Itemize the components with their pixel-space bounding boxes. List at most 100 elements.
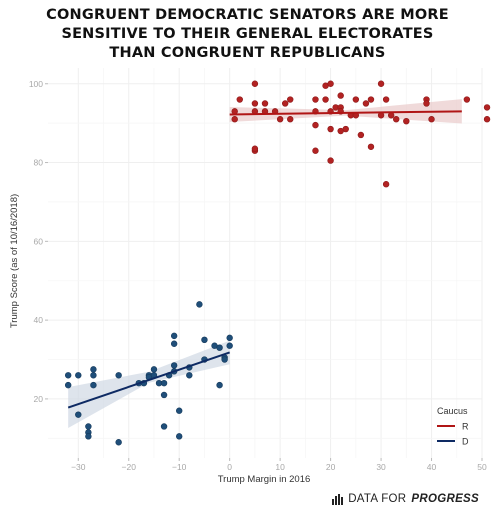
- data-point-r: [367, 96, 375, 103]
- x-tick-label: 20: [326, 462, 336, 472]
- x-tick-label: −30: [71, 462, 86, 472]
- data-point-r: [382, 96, 390, 103]
- x-axis-ticks: −30 −20 −10 0 10 20 30 40 50: [71, 458, 487, 472]
- data-point-d: [115, 372, 122, 379]
- data-point-d: [176, 433, 183, 440]
- data-point-r: [312, 96, 319, 103]
- y-tick-label: 100: [29, 79, 43, 89]
- x-axis-title: Trump Margin in 2016: [218, 474, 311, 485]
- data-point-r: [276, 116, 284, 123]
- grid-lines: [48, 68, 483, 458]
- data-point-d: [170, 332, 178, 340]
- y-tick-label: 40: [34, 315, 44, 325]
- data-point-r: [327, 80, 334, 87]
- legend-label-d: D: [462, 437, 469, 447]
- data-point-r: [261, 100, 269, 107]
- data-point-r: [327, 125, 334, 133]
- footer-prefix: DATA FOR: [348, 493, 407, 505]
- data-point-d: [75, 411, 82, 418]
- x-tick-label: 30: [376, 462, 386, 472]
- data-point-r: [428, 116, 435, 123]
- title-line-2: SENSITIVE TO THEIR GENERAL ELECTORATES: [61, 26, 434, 42]
- data-point-r: [423, 100, 430, 107]
- data-point-r: [362, 100, 370, 107]
- data-point-r: [231, 116, 238, 123]
- x-tick-label: −20: [122, 462, 137, 472]
- data-point-r: [352, 96, 360, 103]
- fit-line-d: [67, 351, 230, 409]
- data-point-r: [382, 181, 390, 188]
- y-tick-label: 80: [34, 158, 44, 168]
- x-tick-label: −10: [172, 462, 187, 472]
- bar-chart-logo-icon: [332, 493, 344, 505]
- data-point-d: [85, 433, 92, 440]
- data-point-r: [483, 104, 491, 111]
- data-point-d: [115, 439, 122, 446]
- confidence-band-d: [68, 340, 230, 429]
- y-axis-ticks: 20 40 60 80 100: [29, 79, 48, 404]
- fit-lines: [67, 110, 462, 409]
- data-point-d: [90, 381, 97, 389]
- x-tick-label: 50: [477, 462, 487, 472]
- data-point-r: [312, 121, 319, 129]
- data-point-d: [226, 334, 233, 342]
- data-point-d: [90, 366, 97, 373]
- data-point-d: [196, 301, 203, 308]
- data-point-r: [403, 117, 410, 125]
- data-point-r: [337, 92, 344, 99]
- footer-logo: DATA FOR PROGRESS: [332, 493, 479, 505]
- data-point-d: [176, 407, 183, 414]
- data-point-d: [170, 362, 178, 369]
- data-point-d: [226, 342, 233, 349]
- data-point-d: [170, 340, 178, 347]
- data-point-r: [251, 80, 259, 87]
- data-point-d: [160, 423, 168, 430]
- data-point-r: [342, 125, 349, 133]
- fit-line-r: [229, 110, 462, 116]
- data-point-r: [312, 147, 319, 154]
- data-point-d: [64, 372, 72, 379]
- x-tick-label: 10: [275, 462, 285, 472]
- y-tick-label: 20: [34, 394, 44, 404]
- y-tick-label: 60: [34, 236, 44, 246]
- data-point-r: [251, 100, 259, 107]
- data-point-r: [251, 145, 259, 152]
- data-point-d: [216, 344, 223, 351]
- data-point-r: [377, 80, 385, 87]
- data-point-d: [90, 372, 97, 379]
- data-point-d: [201, 336, 208, 344]
- data-point-r: [483, 116, 491, 123]
- data-point-r: [327, 157, 334, 164]
- data-point-r: [393, 116, 400, 123]
- data-point-r: [367, 143, 375, 150]
- confidence-bands: [68, 99, 462, 429]
- data-point-d: [216, 381, 223, 389]
- chart-title: CONGRUENT DEMOCRATIC SENATORS ARE MORE S…: [0, 6, 495, 63]
- data-point-r: [281, 100, 289, 107]
- data-point-d: [186, 372, 193, 379]
- data-point-r: [231, 108, 238, 115]
- data-point-r: [357, 131, 365, 139]
- x-tick-label: 0: [227, 462, 232, 472]
- data-point-r: [236, 96, 243, 103]
- data-point-r: [287, 116, 294, 123]
- legend: Caucus R D: [437, 406, 469, 447]
- data-point-d: [150, 366, 158, 373]
- data-point-d: [85, 423, 92, 430]
- data-point-r: [463, 96, 471, 103]
- title-line-1: CONGRUENT DEMOCRATIC SENATORS ARE MORE: [46, 7, 449, 23]
- footer-emphasis: PROGRESS: [411, 493, 479, 505]
- data-point-d: [221, 356, 228, 363]
- x-tick-label: 40: [427, 462, 437, 472]
- y-axis-title: Trump Score (as of 10/16/2018): [9, 194, 20, 328]
- data-point-r: [287, 96, 294, 103]
- legend-label-r: R: [462, 422, 469, 432]
- data-point-d: [64, 381, 72, 389]
- title-line-3: THAN CONGRUENT REPUBLICANS: [109, 45, 386, 61]
- data-point-r: [322, 96, 329, 103]
- data-point-d: [75, 372, 82, 379]
- legend-title: Caucus: [437, 406, 468, 416]
- data-point-d: [160, 391, 168, 399]
- data-point-d: [160, 379, 168, 387]
